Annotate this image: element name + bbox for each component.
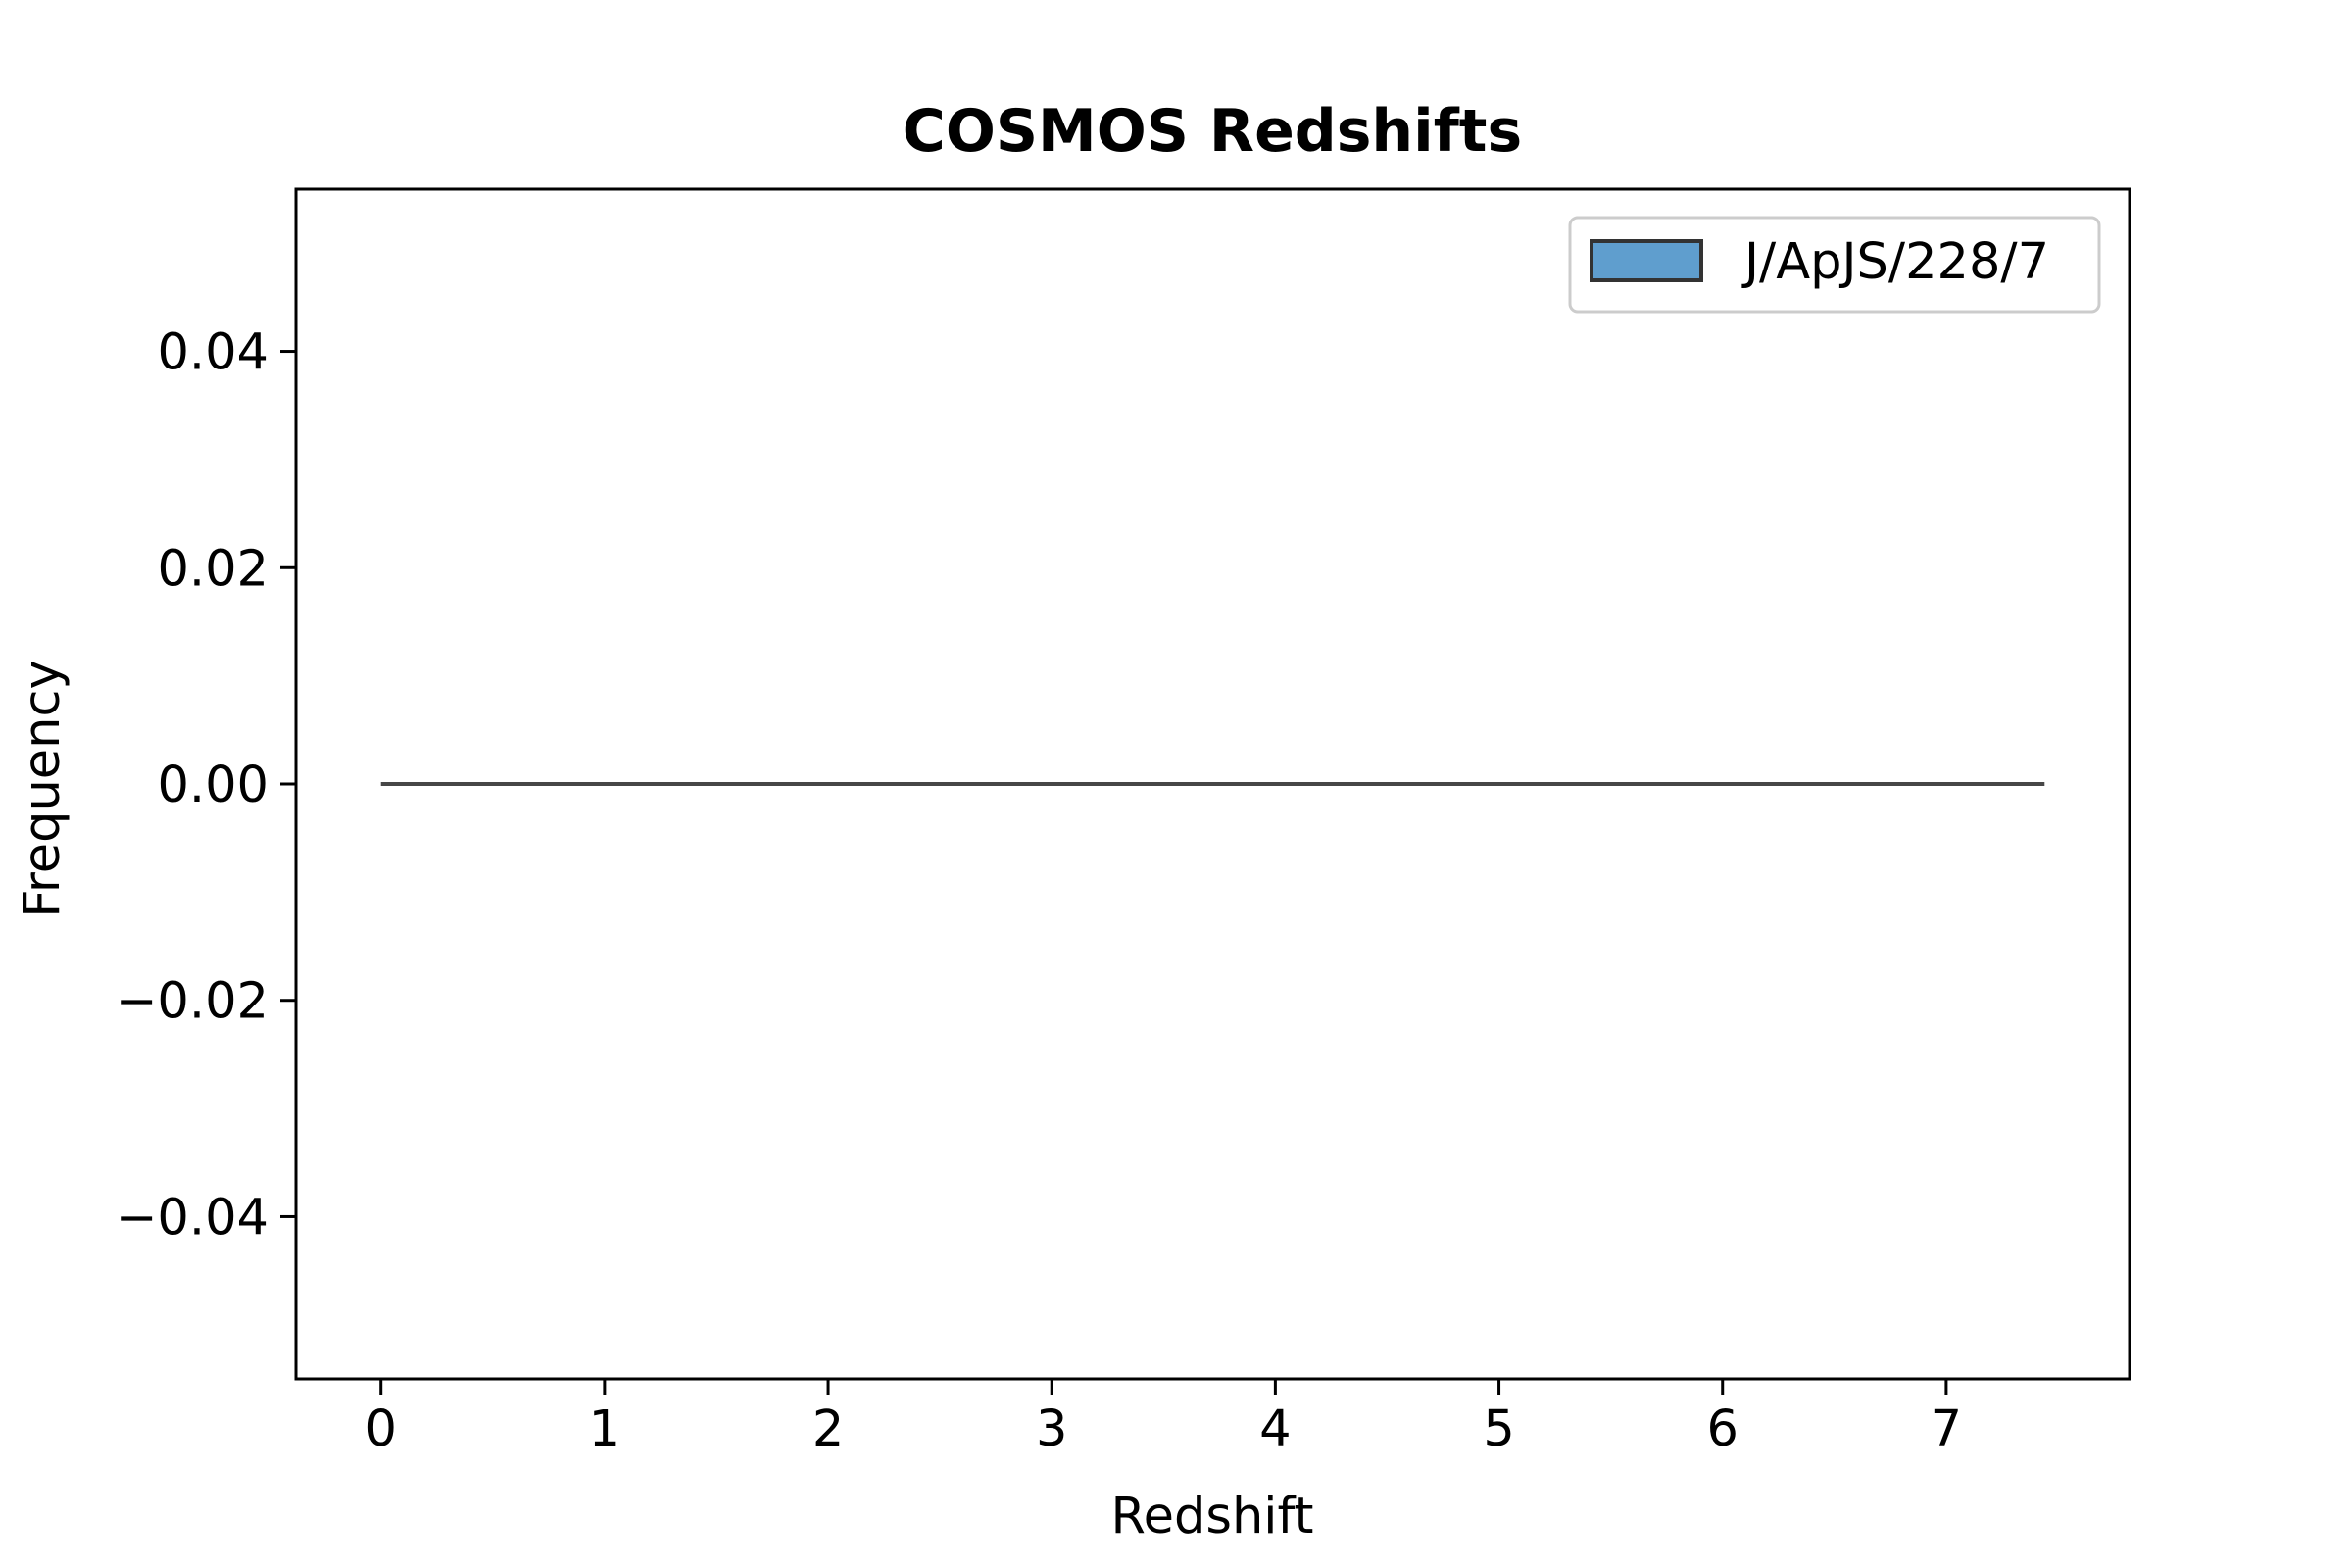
- x-tick-label: 6: [1707, 1400, 1739, 1458]
- x-tick-label: 3: [1036, 1400, 1067, 1458]
- legend: J/ApJS/228/7: [1568, 216, 2101, 314]
- x-tick-label: 2: [812, 1400, 844, 1458]
- y-tick-label: −0.02: [116, 973, 269, 1031]
- y-tick-label: 0.02: [157, 540, 269, 598]
- x-axis-label: Redshift: [1110, 1488, 1313, 1545]
- y-tick-label: 0.00: [157, 757, 269, 814]
- legend-label: J/ApJS/228/7: [1741, 233, 2049, 291]
- x-tick-label: 1: [589, 1400, 620, 1458]
- x-tick-label: 0: [365, 1400, 396, 1458]
- chart-title: COSMOS Redshifts: [903, 97, 1522, 166]
- y-tick-label: 0.04: [157, 324, 269, 382]
- y-axis-label: Frequency: [14, 660, 72, 917]
- x-axis-ticks: 0 1 2 3 4 5 6 7: [365, 1379, 1962, 1458]
- legend-swatch: [1590, 239, 1703, 282]
- y-axis-ticks: −0.04 −0.02 0.00 0.02 0.04: [116, 324, 296, 1247]
- x-tick-label: 5: [1483, 1400, 1514, 1458]
- x-tick-label: 7: [1931, 1400, 1962, 1458]
- x-tick-label: 4: [1259, 1400, 1291, 1458]
- y-tick-label: −0.04: [116, 1189, 269, 1247]
